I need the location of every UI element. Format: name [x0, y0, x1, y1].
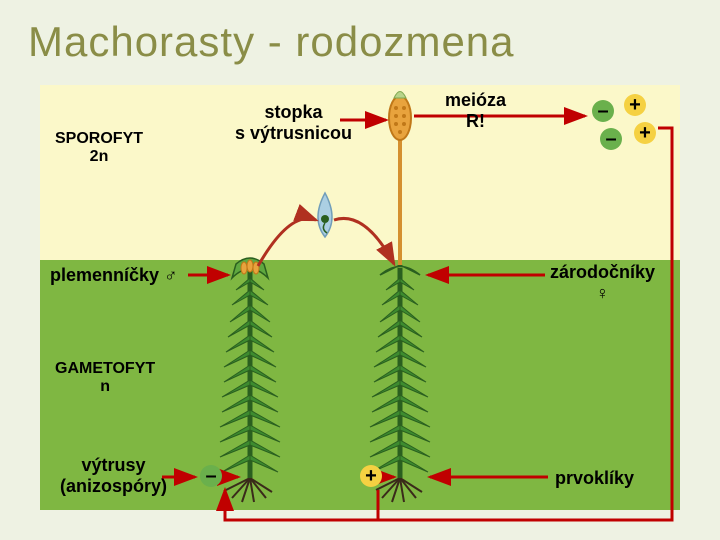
meioza-label: meióza R! — [445, 90, 506, 131]
prvokliky-label: prvoklíky — [555, 468, 634, 489]
female-plant — [370, 92, 430, 503]
vytrusy-label: výtrusy (anizospóry) — [60, 455, 167, 496]
stopka-label: stopka s výtrusnicou — [235, 102, 352, 143]
male-plant — [220, 258, 280, 502]
base-spore-minus: – — [200, 465, 222, 487]
spore-minus: – — [592, 100, 614, 122]
gametofyt-label: GAMETOFYT n — [55, 360, 155, 397]
spore-minus: – — [600, 128, 622, 150]
water-drop — [318, 193, 332, 237]
sporofyt-label: SPOROFYT 2n — [55, 130, 143, 167]
spore-plus: + — [634, 122, 656, 144]
spore-plus: + — [624, 94, 646, 116]
zarodocniky-label: zárodočníky ♀ — [550, 262, 655, 303]
plemennicky-label: plemenníčky ♂ — [50, 265, 178, 286]
base-spore-plus: + — [360, 465, 382, 487]
